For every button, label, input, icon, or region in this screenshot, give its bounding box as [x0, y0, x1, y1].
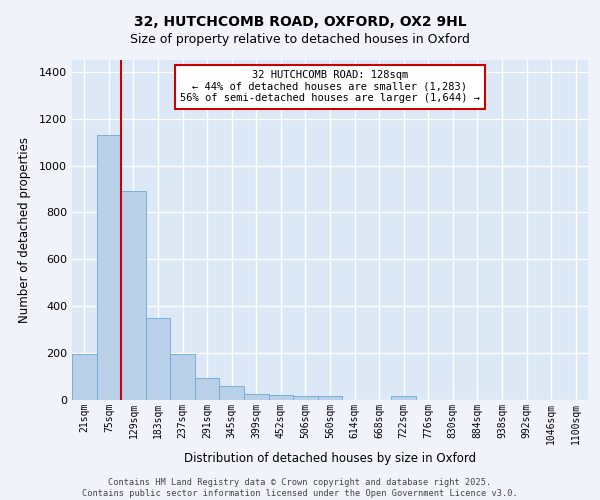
Bar — [170, 354, 195, 400]
Bar — [121, 190, 146, 400]
Bar — [244, 394, 269, 400]
Y-axis label: Number of detached properties: Number of detached properties — [17, 137, 31, 323]
Bar — [391, 396, 416, 400]
Bar — [293, 396, 318, 400]
Bar — [269, 396, 293, 400]
Text: 32 HUTCHCOMB ROAD: 128sqm
← 44% of detached houses are smaller (1,283)
56% of se: 32 HUTCHCOMB ROAD: 128sqm ← 44% of detac… — [180, 70, 480, 103]
Text: 32, HUTCHCOMB ROAD, OXFORD, OX2 9HL: 32, HUTCHCOMB ROAD, OXFORD, OX2 9HL — [134, 15, 466, 29]
Text: Contains HM Land Registry data © Crown copyright and database right 2025.
Contai: Contains HM Land Registry data © Crown c… — [82, 478, 518, 498]
Bar — [195, 378, 220, 400]
Bar — [146, 318, 170, 400]
Bar — [220, 386, 244, 400]
Bar — [97, 135, 121, 400]
X-axis label: Distribution of detached houses by size in Oxford: Distribution of detached houses by size … — [184, 452, 476, 465]
Bar — [318, 396, 342, 400]
Bar — [72, 354, 97, 400]
Text: Size of property relative to detached houses in Oxford: Size of property relative to detached ho… — [130, 32, 470, 46]
